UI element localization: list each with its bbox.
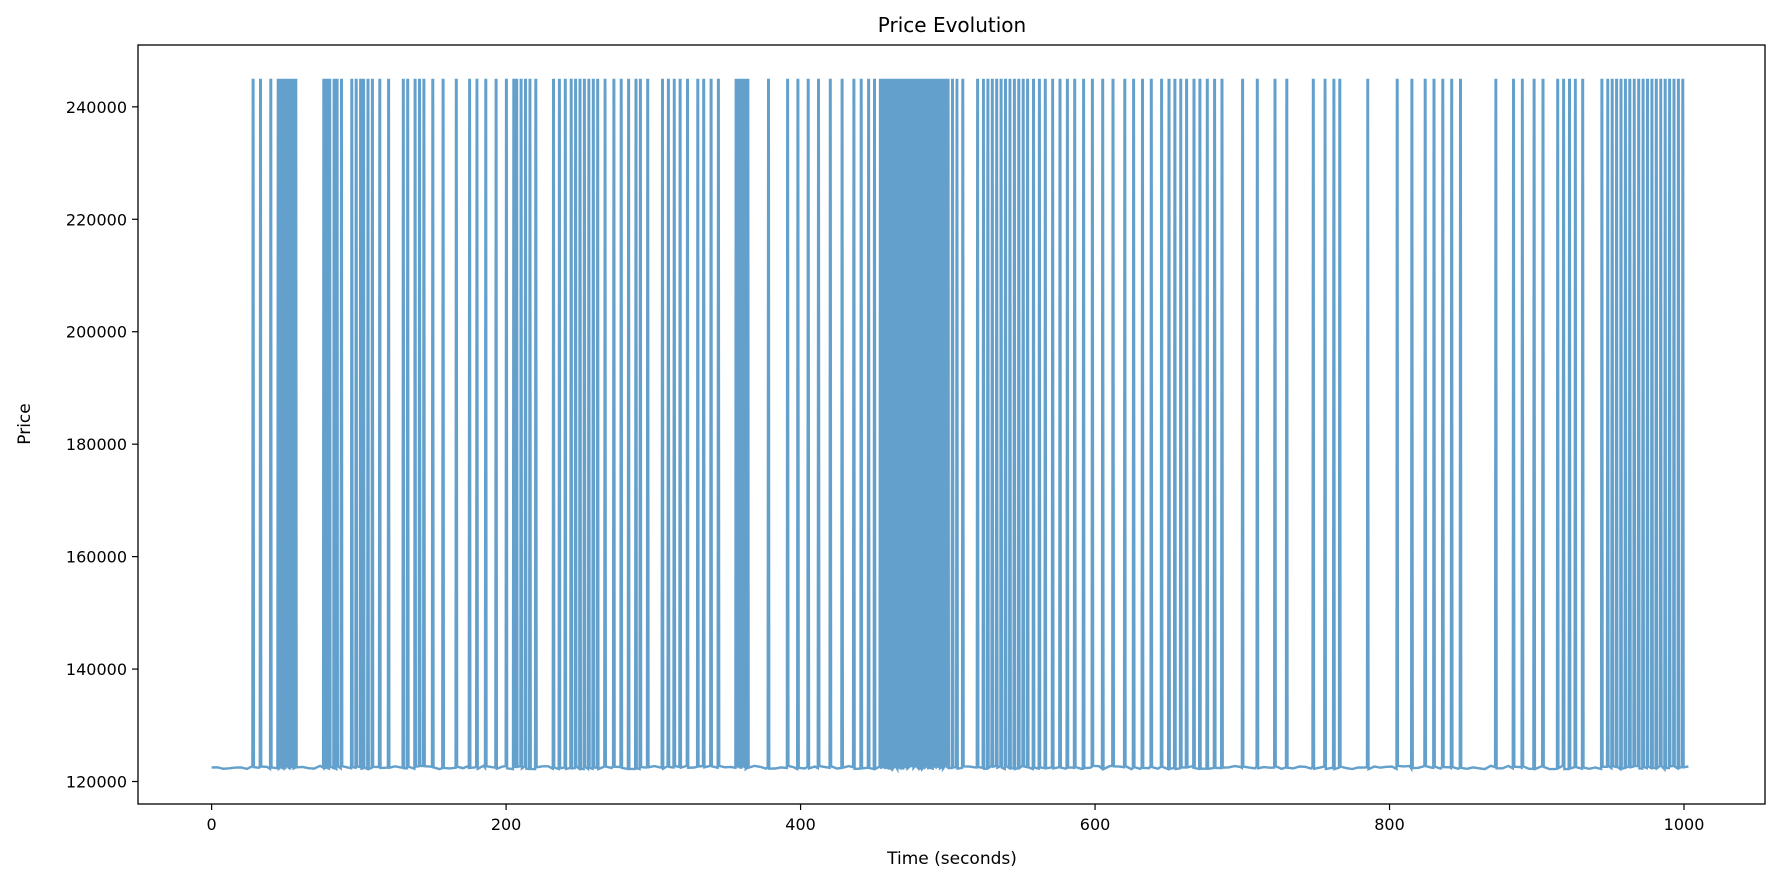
y-tick-label: 160000 [66, 548, 127, 567]
x-tick-label: 400 [785, 815, 816, 834]
plot-frame [137, 44, 1766, 805]
y-tick-label: 140000 [66, 660, 127, 679]
y-tick-label: 240000 [66, 98, 127, 117]
y-tick-label: 220000 [66, 210, 127, 229]
x-axis-label: Time (seconds) [886, 849, 1017, 869]
x-tick-label: 0 [207, 815, 217, 834]
y-tick-label: 120000 [66, 773, 127, 792]
price-series-line [211, 78, 1689, 774]
plot-area [137, 44, 1766, 805]
x-tick-label: 600 [1080, 815, 1111, 834]
chart-title: Price Evolution [878, 13, 1026, 37]
y-tick-label: 200000 [66, 323, 127, 342]
x-tick-label: 1000 [1664, 815, 1705, 834]
x-axis: 0 200 400 600 800 1000 [207, 804, 1705, 834]
y-axis-label: Price [15, 403, 35, 444]
x-tick-label: 800 [1374, 815, 1405, 834]
y-tick-label: 180000 [66, 435, 127, 454]
y-axis: 120000 140000 160000 180000 200000 220000 2400… [66, 98, 138, 792]
x-tick-label: 200 [491, 815, 522, 834]
